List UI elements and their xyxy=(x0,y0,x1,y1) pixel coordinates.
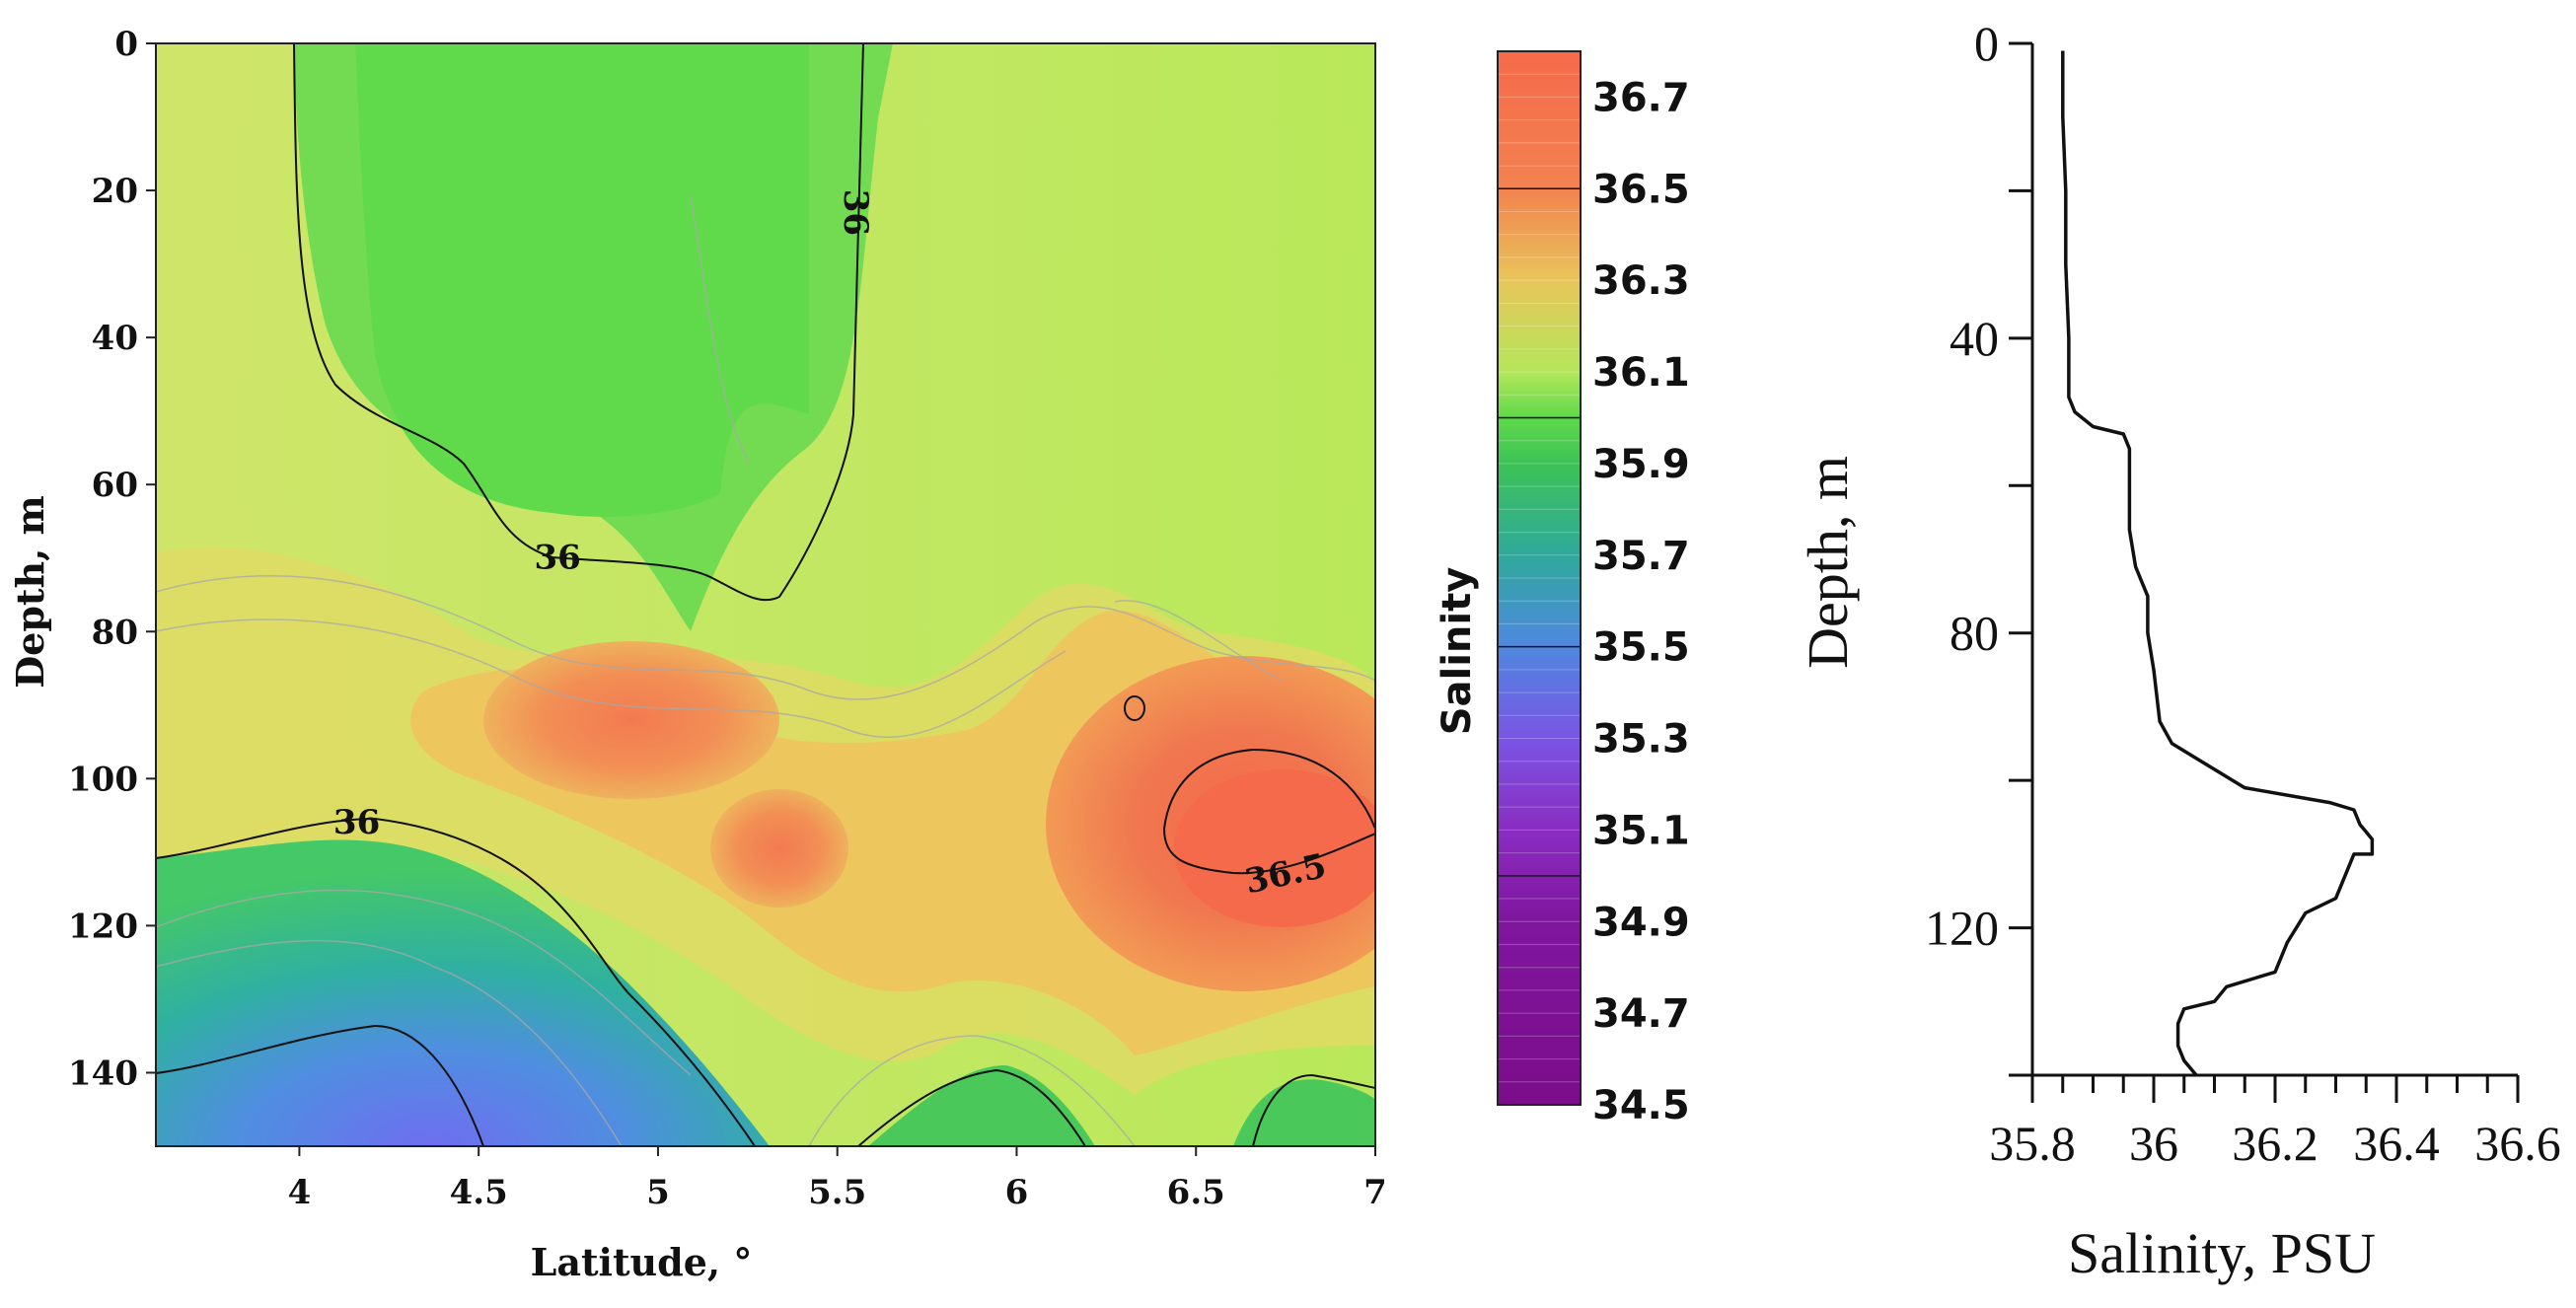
colorbar-tick-label: 35.7 xyxy=(1592,534,1690,579)
colorbar-tick-label: 35.9 xyxy=(1592,442,1690,487)
contour-label: 36 xyxy=(836,189,875,236)
heatmap-x-tick-label: 6 xyxy=(1005,1173,1029,1212)
heatmap-y-tick-label: 0 xyxy=(114,25,138,64)
heatmap-y-tick-label: 100 xyxy=(68,760,138,799)
colorbar-frame xyxy=(1497,50,1582,1106)
salinity-profile: 0 40 80 120 35.8 36 36.2 36.4 36.6 xyxy=(1925,16,2561,1171)
colorbar-tick-label: 36.3 xyxy=(1592,258,1690,304)
colorbar: 36.7 36.5 36.3 36.1 35.9 35.7 35.5 35.3 35.1 34.9… xyxy=(1497,50,1690,1128)
profile-y-tick-label: 80 xyxy=(1950,606,1999,661)
heatmap-ylabel: Depth, m xyxy=(8,495,52,689)
heatmap-x-tick-label: 6.5 xyxy=(1167,1173,1225,1212)
heatmap-x-tick-label: 5.5 xyxy=(808,1173,866,1212)
salinity-core-right xyxy=(1174,769,1375,927)
major-contours xyxy=(156,43,1375,1146)
profile-xlabel: Salinity, PSU xyxy=(2068,1221,2376,1285)
colorbar-tick-label: 34.5 xyxy=(1592,1083,1690,1128)
heatmap-y-tick-label: 80 xyxy=(92,613,138,652)
colorbar-title: Salinity xyxy=(1435,567,1480,736)
contour-label: 36 xyxy=(534,539,580,578)
heatmap-xlabel: Latitude, ° xyxy=(531,1240,753,1284)
colorbar-tick-label: 36.5 xyxy=(1592,167,1690,212)
colorbar-tick-label: 34.7 xyxy=(1592,991,1690,1037)
profile-x-tick-label: 35.8 xyxy=(1989,1116,2076,1171)
heatmap-x-tick-label: 4 xyxy=(288,1173,312,1212)
profile-x-tick-label: 36.2 xyxy=(2232,1116,2318,1171)
heatmap-y-ticks: 0 20 40 60 80 100 120 140 xyxy=(68,25,156,1093)
heatmap-x-tick-label: 5 xyxy=(646,1173,670,1212)
colorbar-fill xyxy=(1498,51,1581,1105)
profile-y-tick-label: 0 xyxy=(1974,16,1999,71)
heatmap-y-tick-label: 120 xyxy=(68,907,138,946)
profile-y-tick-label: 120 xyxy=(1925,901,1999,956)
fresh-core xyxy=(355,43,809,517)
colorbar-tick-label: 35.3 xyxy=(1592,717,1690,763)
heatmap-y-tick-label: 60 xyxy=(92,466,138,505)
heatmap-y-tick-label: 140 xyxy=(68,1054,138,1093)
colorbar-tick-label: 34.9 xyxy=(1592,900,1690,945)
profile-ylabel: Depth, m xyxy=(1796,456,1860,669)
heatmap-y-tick-label: 40 xyxy=(92,319,138,358)
deep-fresh-bottom xyxy=(868,1065,1095,1146)
heatmap-x-ticks: 4 4.5 5 5.5 6 6.5 7 xyxy=(288,1146,1387,1212)
salinity-max-mid xyxy=(710,789,848,908)
profile-x-tick-label: 36.6 xyxy=(2474,1116,2561,1171)
colorbar-tick-label: 36.1 xyxy=(1592,350,1690,396)
heatmap-y-tick-label: 20 xyxy=(92,172,138,211)
deep-fresh-right xyxy=(1233,1079,1375,1146)
contour-label: 36 xyxy=(333,803,380,842)
profile-x-tick-label: 36 xyxy=(2129,1116,2178,1171)
heatmap-x-tick-label: 4.5 xyxy=(450,1173,508,1212)
salinity-max-left xyxy=(483,641,779,799)
profile-line xyxy=(2061,50,2375,1077)
colorbar-tick-label: 35.5 xyxy=(1592,625,1690,671)
colorbar-tick-label: 36.7 xyxy=(1592,75,1690,120)
minor-contours xyxy=(156,196,1375,1146)
profile-x-tick-label: 36.4 xyxy=(2353,1116,2440,1171)
heatmap-frame xyxy=(155,42,1376,1147)
colorbar-tick-label: 35.1 xyxy=(1592,808,1690,853)
deep-fresh-left xyxy=(156,839,770,1146)
profile-y-tick-label: 40 xyxy=(1950,311,1999,366)
heatmap-x-tick-label: 7 xyxy=(1363,1173,1387,1212)
